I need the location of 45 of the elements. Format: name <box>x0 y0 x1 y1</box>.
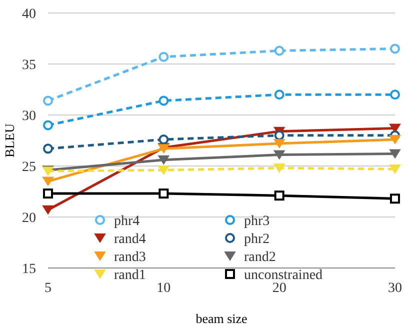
point <box>390 164 400 174</box>
point <box>274 46 284 56</box>
y-tick-label: 15 <box>22 262 36 277</box>
legend-label: rand3 <box>114 250 146 265</box>
x-tick-label: 10 <box>156 281 171 296</box>
point <box>390 90 400 100</box>
legend-label: phr2 <box>244 232 270 247</box>
legend-label: unconstrained <box>244 268 323 283</box>
point <box>42 176 54 186</box>
point <box>43 120 53 130</box>
legend-label: phr4 <box>114 214 140 229</box>
y-tick-label: 25 <box>22 160 36 175</box>
y-tick-label: 40 <box>22 6 36 22</box>
point <box>390 149 400 158</box>
point <box>158 134 169 144</box>
point <box>390 44 400 54</box>
point <box>274 150 285 160</box>
point <box>274 90 284 100</box>
point <box>390 134 400 144</box>
legend-label: rand2 <box>244 250 276 265</box>
point <box>43 144 53 154</box>
x-axis-title: beam size <box>196 311 248 326</box>
point <box>158 52 169 62</box>
point <box>274 164 285 173</box>
point <box>274 190 284 201</box>
point <box>158 96 169 106</box>
y-axis-title: BLEU <box>2 122 17 158</box>
point <box>158 188 169 199</box>
point <box>43 96 53 106</box>
y-tick-label: 30 <box>22 108 36 124</box>
point <box>158 166 170 175</box>
point <box>158 155 170 164</box>
point <box>390 194 400 204</box>
x-tick-label: 5 <box>44 281 52 296</box>
point <box>274 139 285 148</box>
point <box>42 205 54 214</box>
legend-label: phr3 <box>244 214 270 229</box>
x-tick-label: 30 <box>388 281 402 296</box>
y-tick-label: 20 <box>22 210 36 226</box>
legend-label: rand1 <box>114 268 146 283</box>
y-tick-label: 35 <box>22 58 36 73</box>
point <box>43 188 53 199</box>
point <box>274 130 284 140</box>
legend-label: rand4 <box>114 232 146 247</box>
x-tick-label: 20 <box>272 281 286 296</box>
